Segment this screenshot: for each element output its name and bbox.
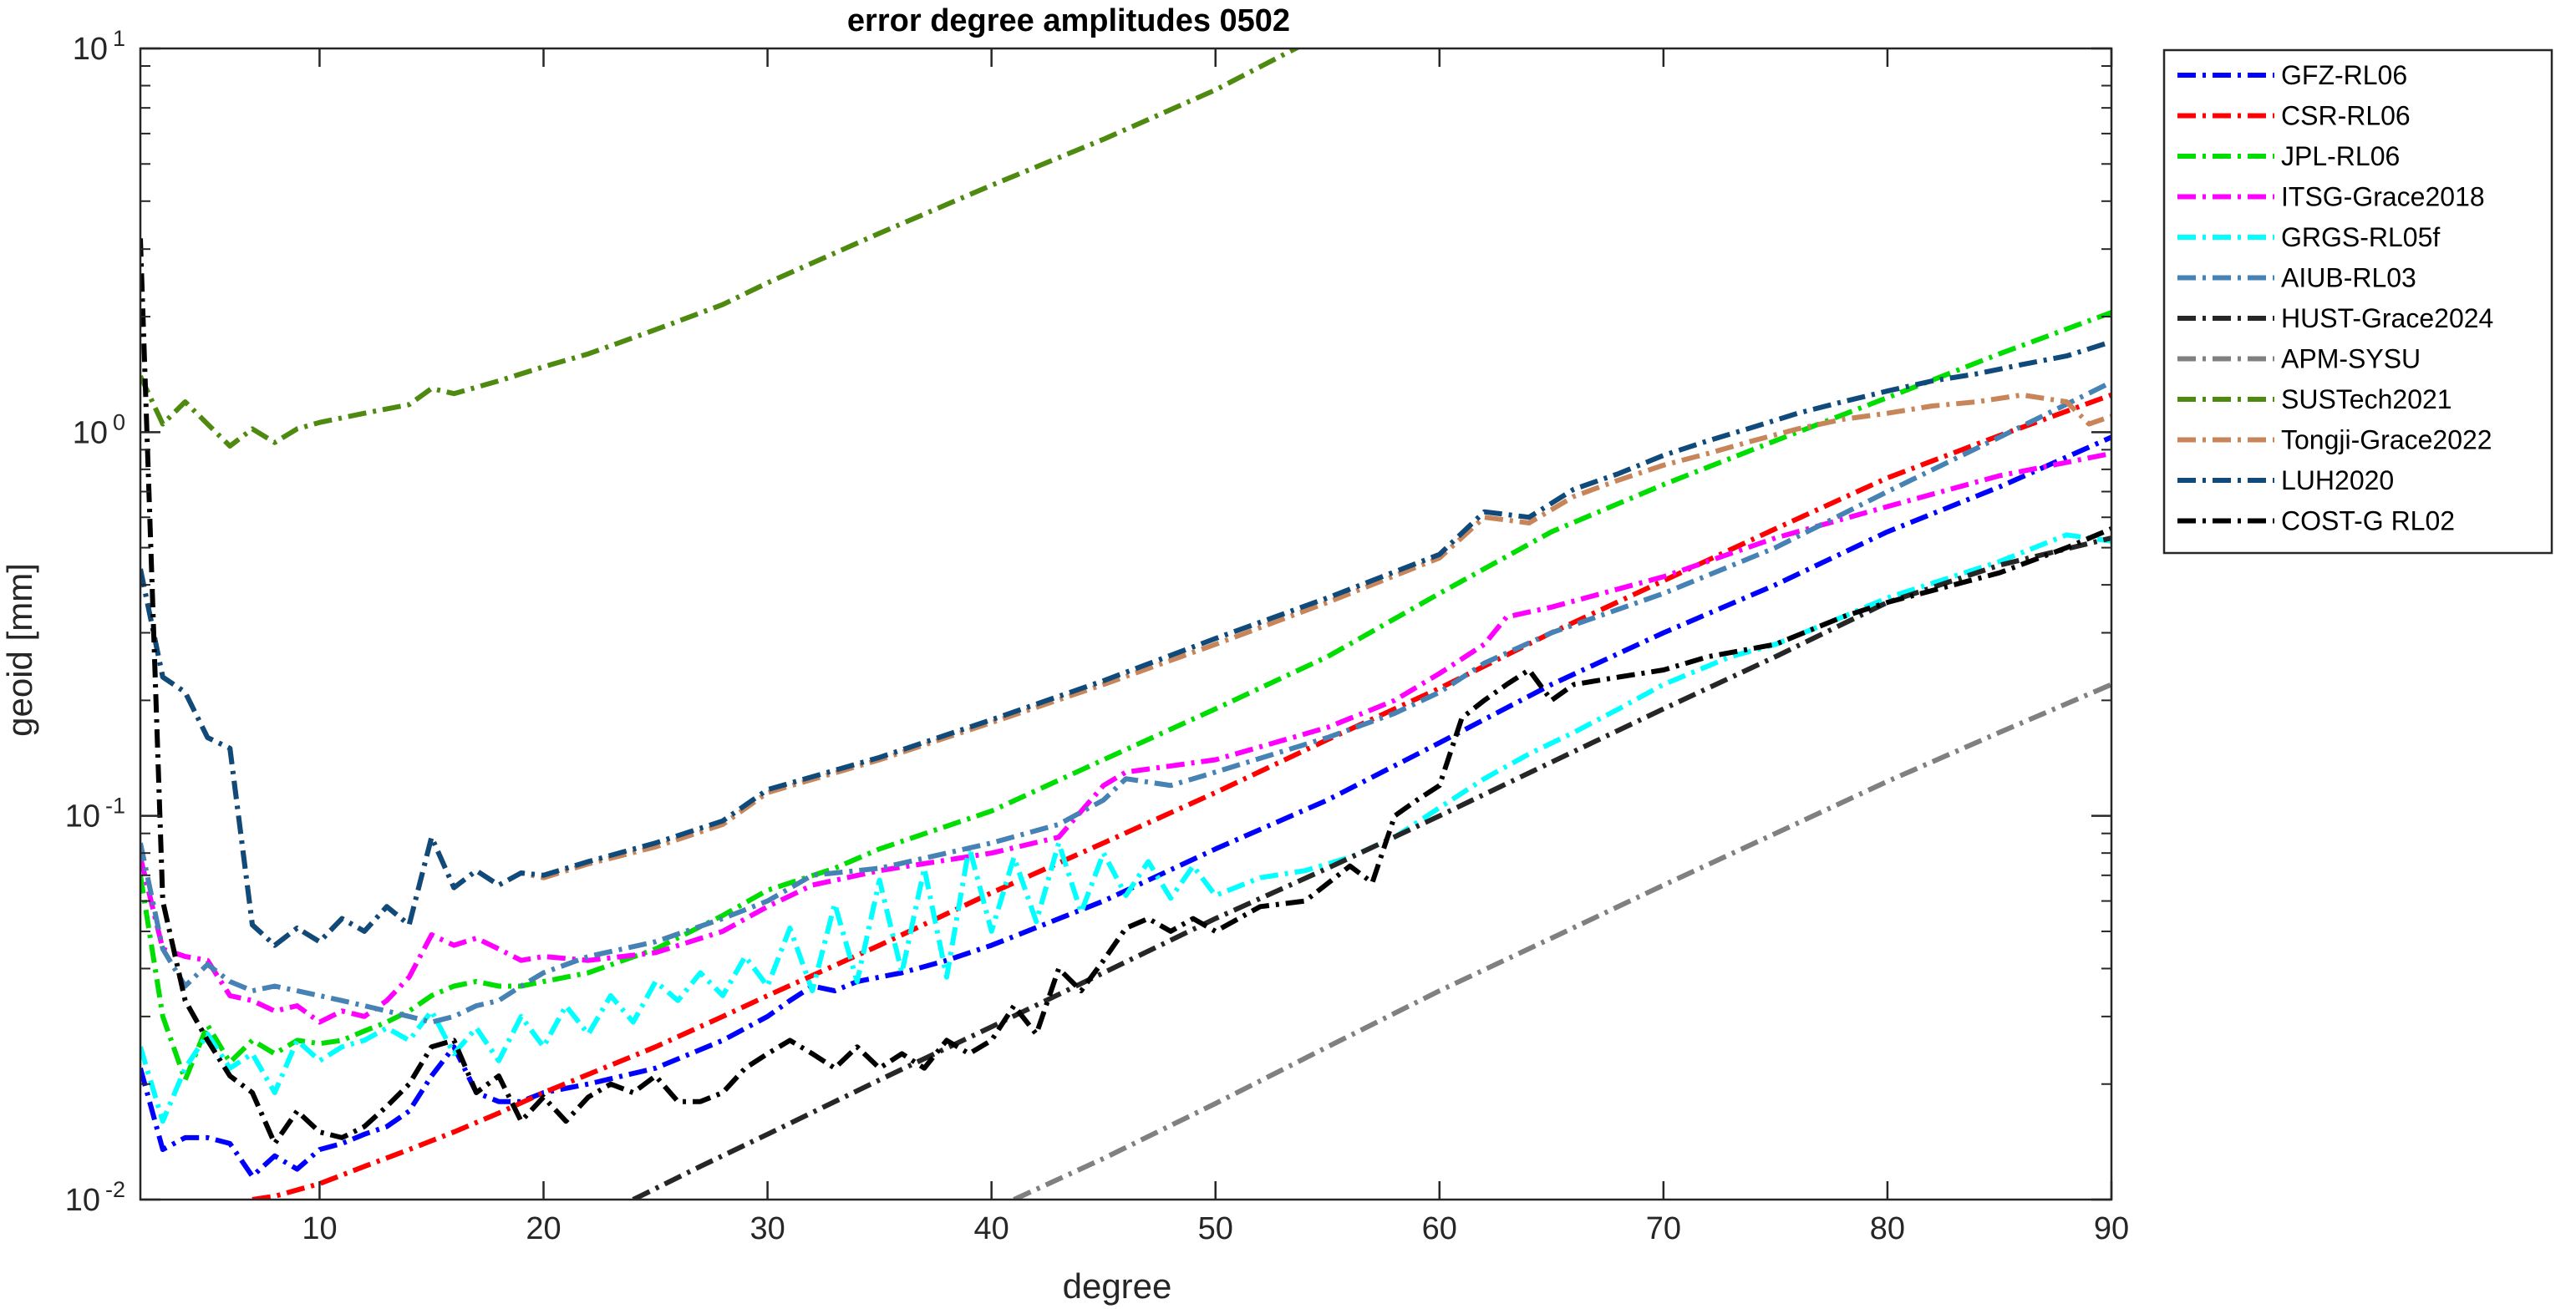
series-line-1	[252, 392, 2111, 1200]
legend: GFZ-RL06 CSR-RL06 JPL-RL06 ITSG-Grace2018 GR…	[2162, 48, 2553, 555]
series-line-4	[140, 532, 2111, 1124]
y-tick-label: 10 -2	[65, 1177, 125, 1218]
series-line-6	[632, 535, 2111, 1200]
series-line-0	[140, 434, 2111, 1180]
x-tick-label: 70	[1646, 1211, 1681, 1246]
x-tick-label: 50	[1198, 1211, 1233, 1246]
series-line-3	[140, 450, 2111, 1025]
legend-label-11: COST-G RL02	[2281, 506, 2455, 536]
legend-label-2: JPL-RL06	[2281, 141, 2400, 171]
legend-label-7: APM-SYSU	[2281, 344, 2421, 374]
legend-label-9: Tongji-Grace2022	[2281, 425, 2492, 455]
x-axis-label: degree	[1063, 1266, 1172, 1306]
series-line-7	[1013, 682, 2111, 1200]
series-line-2	[140, 310, 2111, 1083]
plot-frame	[139, 47, 2113, 1201]
series-line-11	[140, 238, 2111, 1146]
legend-label-1: CSR-RL06	[2281, 101, 2411, 131]
legend-box	[2162, 48, 2553, 555]
plot-area-background	[140, 48, 2111, 1200]
legend-label-5: AIUB-RL03	[2281, 263, 2416, 293]
x-tick-label: 90	[2094, 1211, 2129, 1246]
x-tick-label: 10	[302, 1211, 337, 1246]
legend-label-0: GFZ-RL06	[2281, 60, 2407, 90]
x-tick-label: 80	[1870, 1211, 1905, 1246]
y-tick-label: 10 1	[73, 26, 125, 67]
legend-label-3: ITSG-Grace2018	[2281, 182, 2485, 212]
legend-label-10: LUH2020	[2281, 465, 2394, 495]
legend-label-8: SUSTech2021	[2281, 384, 2452, 414]
x-tick-label: 20	[526, 1211, 561, 1246]
x-tick-label: 60	[1422, 1211, 1457, 1246]
y-axis-label: geoid [mm]	[0, 563, 39, 737]
legend-label-6: HUST-Grace2024	[2281, 303, 2493, 333]
series-line-8	[140, 48, 1302, 449]
y-tick-label: 10 -1	[65, 794, 125, 835]
x-tick-label: 40	[974, 1211, 1009, 1246]
series-line-5	[140, 379, 2111, 1025]
legend-label-4: GRGS-RL05f	[2281, 222, 2440, 252]
y-tick-label: 10 0	[73, 409, 125, 450]
series-line-10	[140, 339, 2111, 948]
series-group	[140, 48, 2111, 1200]
x-tick-label: 30	[749, 1211, 785, 1246]
chart-title: error degree amplitudes 0502	[847, 3, 1290, 38]
